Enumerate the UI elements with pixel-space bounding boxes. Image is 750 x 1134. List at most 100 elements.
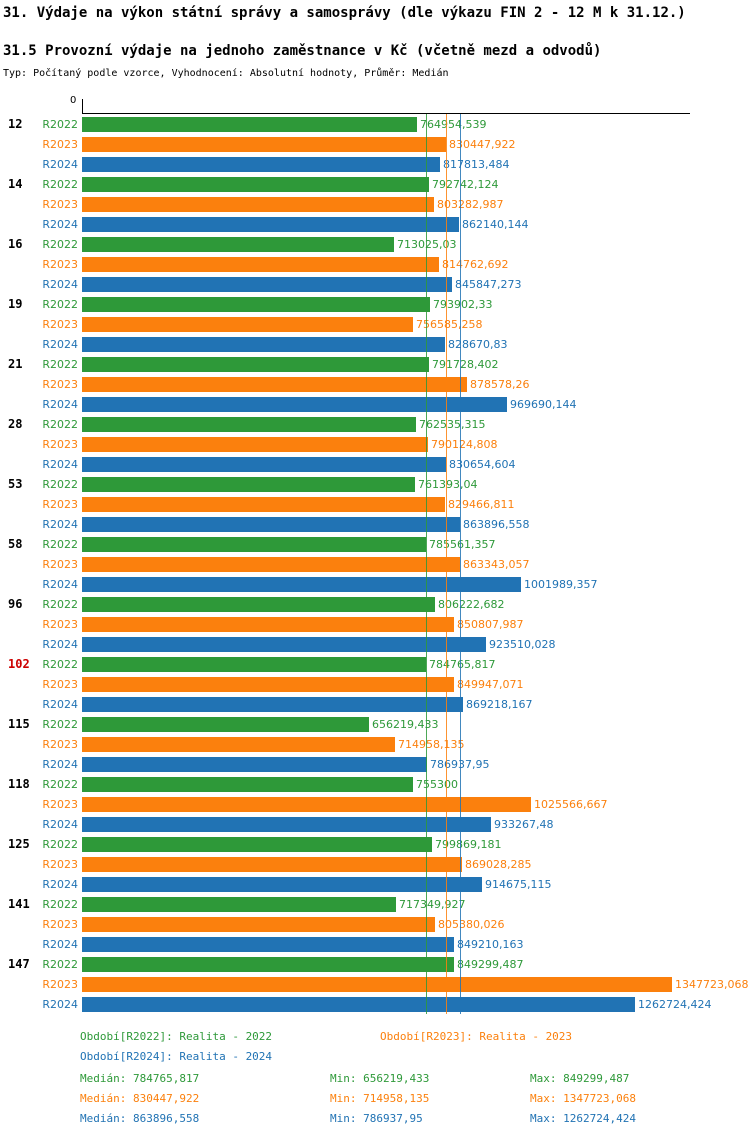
group-label: 53 bbox=[8, 477, 23, 491]
series-label: R2022 bbox=[42, 417, 78, 431]
bar-zone: 914675,115 bbox=[82, 874, 750, 894]
bar-zone: 863343,057 bbox=[82, 554, 750, 574]
bar-zone: 817813,484 bbox=[82, 154, 750, 174]
series-label: R2023 bbox=[42, 437, 78, 451]
bar-value-label: 656219,433 bbox=[372, 717, 439, 731]
series-label: R2022 bbox=[42, 717, 78, 731]
bar bbox=[82, 456, 446, 472]
bar-value-label: 863343,057 bbox=[463, 557, 530, 571]
chart-subtitle: 31.5 Provozní výdaje na jednoho zaměstna… bbox=[3, 43, 602, 59]
series-label: R2024 bbox=[42, 577, 78, 591]
series-label: R2022 bbox=[42, 117, 78, 131]
series-label: R2022 bbox=[42, 537, 78, 551]
chart-row: R2023 849947,071 bbox=[0, 674, 750, 694]
chart-row: 118 R2022 755300 bbox=[0, 774, 750, 794]
bar-value-label: 914675,115 bbox=[485, 877, 552, 891]
chart-row: R2024 1262724,424 bbox=[0, 994, 750, 1014]
chart-row: R2023 714958,135 bbox=[0, 734, 750, 754]
bar-value-label: 830447,922 bbox=[449, 137, 516, 151]
bar-value-label: 862140,144 bbox=[462, 217, 529, 231]
bar-value-label: 878578,26 bbox=[470, 377, 530, 391]
group-label: 147 bbox=[8, 957, 30, 971]
series-label: R2024 bbox=[42, 157, 78, 171]
bar-value-label: 793902,33 bbox=[433, 297, 493, 311]
series-label: R2023 bbox=[42, 977, 78, 991]
bar bbox=[82, 796, 531, 812]
bar-zone: 784765,817 bbox=[82, 654, 750, 674]
bar-value-label: 755300 bbox=[416, 777, 458, 791]
bar bbox=[82, 196, 434, 212]
stat-max: Max: 1347723,068 bbox=[530, 1092, 636, 1105]
bar-value-label: 791728,402 bbox=[432, 357, 499, 371]
series-label: R2023 bbox=[42, 677, 78, 691]
chart-row: 28 R2022 762535,315 bbox=[0, 414, 750, 434]
series-label: R2023 bbox=[42, 617, 78, 631]
group-label: 16 bbox=[8, 237, 23, 251]
stat-median: Medián: 830447,922 bbox=[80, 1092, 200, 1105]
bar-value-label: 923510,028 bbox=[489, 637, 556, 651]
bar bbox=[82, 616, 454, 632]
series-label: R2023 bbox=[42, 797, 78, 811]
bar-zone: 1262724,424 bbox=[82, 994, 750, 1014]
bar-zone: 792742,124 bbox=[82, 174, 750, 194]
bar-zone: 923510,028 bbox=[82, 634, 750, 654]
bar-value-label: 849210,163 bbox=[457, 937, 524, 951]
group-label: 141 bbox=[8, 897, 30, 911]
chart-row: R2024 869218,167 bbox=[0, 694, 750, 714]
chart-row: R2023 805380,026 bbox=[0, 914, 750, 934]
group-label: 125 bbox=[8, 837, 30, 851]
bar-value-label: 1262724,424 bbox=[638, 997, 712, 1011]
series-label: R2022 bbox=[42, 777, 78, 791]
bar-value-label: 784765,817 bbox=[429, 657, 496, 671]
bar-zone: 1025566,667 bbox=[82, 794, 750, 814]
bar bbox=[82, 776, 413, 792]
chart-row: 115 R2022 656219,433 bbox=[0, 714, 750, 734]
bar bbox=[82, 136, 446, 152]
group-label: 58 bbox=[8, 537, 23, 551]
axis-line bbox=[82, 113, 690, 114]
bar-value-label: 790124,808 bbox=[431, 437, 498, 451]
bar-zone: 793902,33 bbox=[82, 294, 750, 314]
bar-zone: 829466,811 bbox=[82, 494, 750, 514]
bar bbox=[82, 376, 467, 392]
chart-row: R2023 1347723,068 bbox=[0, 974, 750, 994]
bar bbox=[82, 836, 432, 852]
bar-value-label: 869218,167 bbox=[466, 697, 533, 711]
bar bbox=[82, 936, 454, 952]
bar bbox=[82, 396, 507, 412]
axis-tick bbox=[82, 99, 83, 113]
page-title: 31. Výdaje na výkon státní správy a samo… bbox=[3, 5, 686, 21]
series-label: R2024 bbox=[42, 637, 78, 651]
series-label: R2024 bbox=[42, 877, 78, 891]
bar-value-label: 764954,539 bbox=[420, 117, 487, 131]
bar-value-label: 849947,071 bbox=[457, 677, 524, 691]
series-label: R2024 bbox=[42, 277, 78, 291]
bar bbox=[82, 656, 426, 672]
bar-zone: 713025,03 bbox=[82, 234, 750, 254]
group-label: 115 bbox=[8, 717, 30, 731]
chart-row: 58 R2022 785561,357 bbox=[0, 534, 750, 554]
bar-value-label: 1025566,667 bbox=[534, 797, 608, 811]
bar-value-label: 762535,315 bbox=[419, 417, 486, 431]
chart-row: R2024 969690,144 bbox=[0, 394, 750, 414]
chart-row: R2023 878578,26 bbox=[0, 374, 750, 394]
bar-zone: 656219,433 bbox=[82, 714, 750, 734]
bar-value-label: 849299,487 bbox=[457, 957, 524, 971]
chart-row: R2024 863896,558 bbox=[0, 514, 750, 534]
bar-zone: 755300 bbox=[82, 774, 750, 794]
series-label: R2023 bbox=[42, 137, 78, 151]
bar bbox=[82, 636, 486, 652]
series-label: R2024 bbox=[42, 937, 78, 951]
chart-row: 21 R2022 791728,402 bbox=[0, 354, 750, 374]
series-label: R2022 bbox=[42, 297, 78, 311]
series-label: R2022 bbox=[42, 897, 78, 911]
bar-value-label: 933267,48 bbox=[494, 817, 554, 831]
bar bbox=[82, 216, 459, 232]
series-label: R2024 bbox=[42, 817, 78, 831]
bar-zone: 849947,071 bbox=[82, 674, 750, 694]
bar-value-label: 817813,484 bbox=[443, 157, 510, 171]
bar-zone: 762535,315 bbox=[82, 414, 750, 434]
chart-row: R2024 933267,48 bbox=[0, 814, 750, 834]
stat-max: Max: 1262724,424 bbox=[530, 1112, 636, 1125]
bar-value-label: 806222,682 bbox=[438, 597, 505, 611]
